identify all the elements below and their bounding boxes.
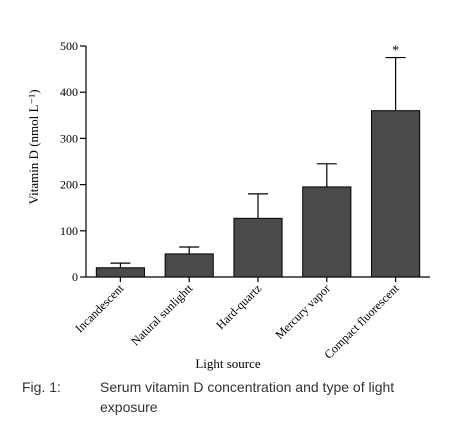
- y-axis: 0 100 200 300 400 500: [60, 39, 87, 284]
- y-tick-label: 300: [60, 131, 78, 145]
- y-tick-label: 0: [72, 270, 78, 284]
- bar: [164, 253, 214, 278]
- annotations: *: [392, 44, 399, 59]
- caption-label: Fig. 1:: [22, 379, 61, 395]
- error-bars: [110, 56, 406, 268]
- y-tick-label: 200: [60, 178, 78, 192]
- x-axis: Incandescent Natural sunlightt Hard-quartz…: [72, 276, 430, 362]
- y-tick-label: 100: [60, 224, 78, 238]
- x-tick-label: Hard-quartz: [213, 281, 264, 332]
- x-tick-label: Incandescent: [72, 281, 127, 336]
- bars: [95, 110, 421, 278]
- y-tick-label: 500: [60, 39, 78, 53]
- significance-marker: *: [392, 44, 399, 59]
- bar: [371, 110, 421, 278]
- x-axis-title: Light source: [195, 356, 261, 371]
- y-axis-title: Vitamin D (nmol L⁻¹): [26, 89, 41, 204]
- y-tick-label: 400: [60, 85, 78, 99]
- bar: [95, 267, 145, 278]
- caption-text: Serum vitamin D concentration and type o…: [100, 379, 395, 415]
- bar-chart: 0 100 200 300 400 500 Incandescent Natural sun…: [26, 39, 430, 371]
- x-tick-label: Compact fluorescent: [321, 281, 402, 362]
- bar: [233, 217, 283, 278]
- x-tick-label: Natural sunlightt: [128, 281, 196, 349]
- bar: [302, 186, 352, 278]
- x-tick-label: Mercury vapor: [272, 281, 333, 342]
